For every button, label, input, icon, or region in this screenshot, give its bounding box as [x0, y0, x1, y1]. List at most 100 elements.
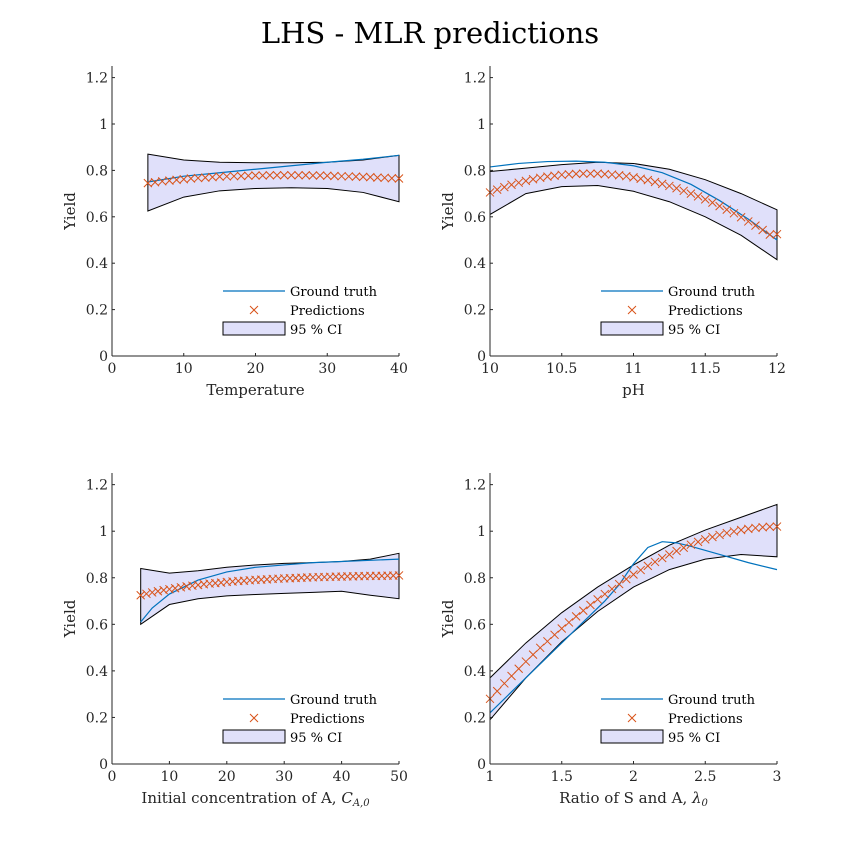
prediction-marker — [208, 172, 217, 182]
prediction-marker — [700, 534, 710, 544]
y-tick-label: 0.2 — [86, 710, 108, 726]
legend: Ground truth Predictions 95 % CI — [600, 693, 756, 746]
legend-label: Ground truth — [290, 693, 378, 708]
prediction-marker — [586, 169, 595, 179]
prediction-marker — [222, 172, 232, 181]
x-tick-label: 50 — [390, 769, 408, 785]
x-tick-label: 0 — [108, 361, 117, 377]
y-axis-label: Yield — [61, 599, 79, 638]
prediction-marker — [629, 173, 638, 182]
prediction-marker — [665, 181, 674, 191]
prediction-marker — [729, 527, 739, 536]
y-tick-label: 0.4 — [86, 664, 108, 680]
figure-title: LHS - MLR predictions — [261, 16, 599, 50]
legend-marker-swatch — [249, 713, 259, 723]
prediction-marker — [258, 171, 268, 180]
prediction-marker — [686, 540, 696, 550]
prediction-marker — [215, 172, 224, 182]
legend-label: 95 % CI — [668, 731, 720, 746]
prediction-marker — [358, 172, 368, 182]
prediction-marker — [351, 172, 361, 182]
prediction-marker — [514, 664, 524, 674]
subplot-2: 10 10.5 11 11.5 12 0 0.2 0.4 0.6 0.8 1 1.2 pH Yield Gr… — [439, 66, 786, 399]
subplot-1: 0 10 20 30 40 0 0.2 0.4 0.6 0.8 1 1.2 Temperature Yie… — [61, 66, 408, 399]
prediction-marker — [200, 173, 210, 182]
x-tick-label: 30 — [318, 361, 336, 377]
prediction-marker — [236, 171, 246, 181]
y-tick-label: 0.4 — [86, 256, 108, 272]
subplot-3: 0 10 20 30 40 50 0 0.2 0.4 0.6 0.8 1 1.2 Initial conc… — [61, 473, 408, 809]
prediction-marker — [387, 173, 397, 183]
prediction-marker — [186, 174, 196, 183]
x-tick-label: 11 — [625, 361, 643, 377]
legend-label: Predictions — [668, 304, 743, 319]
x-axis-label: Initial concentration of A, CA,0 — [141, 789, 370, 809]
x-tick-label: 11.5 — [690, 361, 721, 377]
prediction-marker — [657, 179, 667, 189]
prediction-marker — [308, 171, 318, 180]
legend-marker-swatch — [249, 305, 259, 315]
y-tick-label: 1 — [477, 524, 486, 540]
x-tick-label: 12 — [768, 361, 786, 377]
legend: Ground truth Predictions 95 % CI — [222, 693, 378, 746]
prediction-marker — [708, 198, 717, 208]
prediction-marker — [607, 170, 617, 179]
y-axis-label: Yield — [439, 599, 457, 638]
prediction-marker — [672, 546, 681, 556]
x-tick-label: 2.5 — [694, 769, 716, 785]
y-tick-label: 0.8 — [86, 571, 108, 587]
prediction-marker — [736, 525, 746, 535]
y-tick-label: 0.2 — [464, 710, 486, 726]
prediction-marker — [287, 170, 296, 180]
legend-label: 95 % CI — [290, 323, 342, 338]
x-tick-label: 3 — [773, 769, 782, 785]
prediction-marker — [550, 171, 559, 181]
legend: Ground truth Predictions 95 % CI — [222, 285, 378, 338]
prediction-marker — [322, 171, 332, 181]
prediction-marker — [550, 630, 559, 640]
y-tick-label: 0 — [477, 349, 486, 365]
x-tick-label: 20 — [247, 361, 265, 377]
prediction-marker — [751, 221, 760, 230]
prediction-marker — [294, 170, 303, 180]
prediction-marker — [344, 172, 354, 181]
prediction-marker — [153, 586, 163, 596]
prediction-marker — [679, 186, 689, 196]
x-tick-label: 40 — [390, 361, 408, 377]
legend-band-swatch — [600, 729, 664, 744]
prediction-marker — [265, 170, 275, 180]
prediction-marker — [593, 169, 602, 179]
prediction-marker — [665, 550, 674, 559]
prediction-marker — [172, 175, 181, 185]
prediction-marker — [614, 579, 624, 589]
prediction-marker — [586, 600, 595, 610]
prediction-marker — [672, 183, 681, 193]
prediction-marker — [229, 171, 239, 181]
ground-truth-line — [140, 558, 400, 623]
ci-band — [140, 552, 400, 626]
y-tick-label: 0.8 — [464, 571, 486, 587]
y-tick-label: 0 — [477, 757, 486, 773]
prediction-marker — [621, 171, 631, 181]
prediction-marker — [301, 170, 311, 180]
prediction-marker — [636, 565, 646, 575]
x-tick-label: 20 — [218, 769, 236, 785]
x-tick-label: 10 — [481, 361, 499, 377]
prediction-marker — [578, 169, 588, 179]
y-tick-label: 0.8 — [464, 163, 486, 179]
ci-band — [489, 503, 778, 722]
y-tick-label: 1.2 — [464, 71, 486, 87]
prediction-marker — [365, 172, 375, 182]
prediction-marker — [729, 208, 739, 218]
prediction-marker — [571, 612, 581, 621]
prediction-marker — [657, 553, 667, 563]
y-tick-label: 0.2 — [464, 303, 486, 319]
prediction-marker — [715, 530, 724, 540]
x-tick-label: 1.5 — [551, 769, 573, 785]
prediction-marker — [394, 174, 404, 183]
y-tick-label: 0.8 — [86, 163, 108, 179]
prediction-marker — [614, 170, 624, 180]
prediction-marker — [543, 172, 552, 182]
y-tick-label: 1 — [99, 524, 108, 540]
